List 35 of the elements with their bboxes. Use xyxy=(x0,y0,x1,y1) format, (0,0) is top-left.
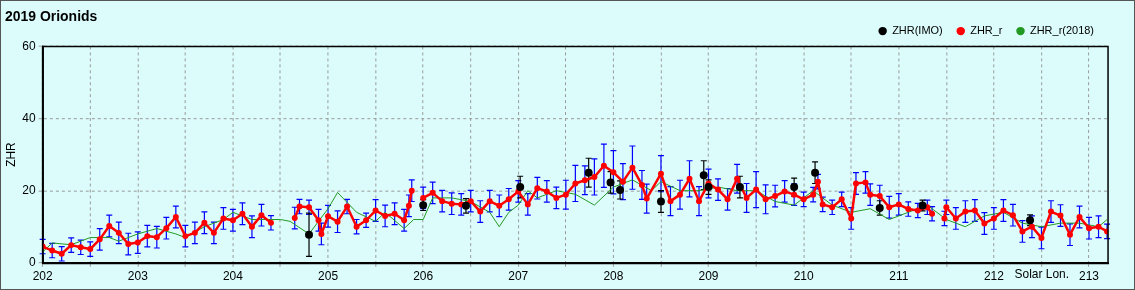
point xyxy=(584,168,593,177)
legend-label: ZHR_r(2018) xyxy=(1030,24,1094,37)
point xyxy=(790,183,799,192)
y-axis-title: ZHR xyxy=(4,142,19,167)
x-tick-label: 208 xyxy=(603,269,624,284)
x-tick-label: 207 xyxy=(508,269,529,284)
x-axis-title: Solar Lon. xyxy=(1014,267,1070,281)
point xyxy=(656,197,665,206)
x-tick-label: 202 xyxy=(32,269,54,284)
point xyxy=(461,201,470,210)
x-tick-label: 205 xyxy=(318,269,339,284)
y-tick-label: 0 xyxy=(29,255,37,270)
point xyxy=(516,183,525,192)
y-tick-label: 20 xyxy=(22,183,37,197)
x-tick-label: 213 xyxy=(1079,269,1100,284)
point xyxy=(616,185,625,194)
y-tick-label: 40 xyxy=(22,110,37,125)
chart-title: 2019 Orionids xyxy=(4,8,98,25)
x-tick-label: 204 xyxy=(222,269,244,284)
legend-label: ZHR(IMO) xyxy=(892,24,943,37)
point xyxy=(735,183,744,192)
x-tick-label: 206 xyxy=(413,269,434,284)
x-tick-label: 203 xyxy=(127,269,149,284)
x-tick-label: 210 xyxy=(793,269,814,284)
point xyxy=(606,178,615,187)
legend-label: ZHR_r xyxy=(970,24,1003,37)
point xyxy=(811,168,820,177)
point xyxy=(699,171,708,180)
y-tick-label: 60 xyxy=(22,38,37,53)
point xyxy=(305,230,314,239)
x-tick-label: 209 xyxy=(698,269,719,284)
x-tick-label: 211 xyxy=(889,269,909,284)
point xyxy=(704,183,713,192)
point xyxy=(875,204,884,212)
x-tick-label: 212 xyxy=(983,269,1005,284)
